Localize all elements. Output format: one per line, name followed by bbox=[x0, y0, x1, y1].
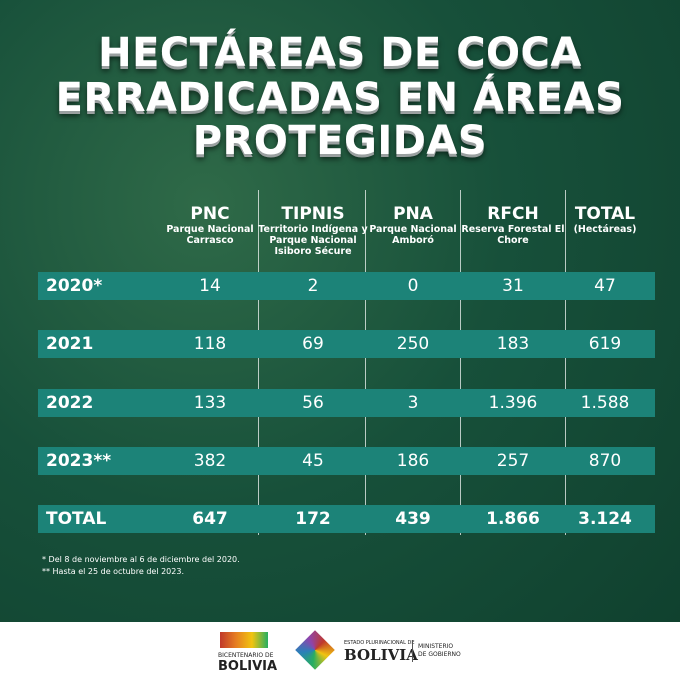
cell-value: 0 bbox=[407, 276, 419, 296]
column-header: RFCH Reserva Forestal El Chore bbox=[458, 204, 568, 246]
cell-value: 56 bbox=[302, 393, 324, 413]
row-label: 2021 bbox=[46, 334, 94, 354]
table-row: 2020* 14 2 0 31 47 bbox=[38, 272, 655, 300]
divider bbox=[412, 640, 413, 662]
column-full-name: (Hectáreas) bbox=[573, 224, 637, 235]
table-row: 2022 133 56 3 1.396 1.588 bbox=[38, 389, 655, 417]
table-row: 2021 118 69 250 183 619 bbox=[38, 330, 655, 358]
column-divider bbox=[258, 190, 259, 535]
title-line: ERRADICADAS EN ÁREAS bbox=[55, 75, 625, 121]
cell-value: 14 bbox=[199, 276, 221, 296]
footer-text: DE GOBIERNO bbox=[418, 651, 461, 658]
column-abbr: TOTAL bbox=[574, 204, 636, 224]
cell-value: 250 bbox=[396, 334, 430, 354]
footer: BICENTENARIO DE BOLIVIA ESTADO PLURINACI… bbox=[0, 622, 680, 680]
column-full-name: Parque Nacional Carrasco bbox=[166, 224, 254, 246]
footer-text: MINISTERIO bbox=[418, 643, 454, 650]
footnote: * Del 8 de noviembre al 6 de diciembre d… bbox=[42, 555, 240, 564]
footer-text: BOLIVIA bbox=[218, 659, 278, 674]
cell-value: 647 bbox=[192, 509, 228, 529]
row-label: 2023** bbox=[46, 451, 112, 471]
footer-text: ESTADO PLURINACIONAL DE bbox=[344, 640, 415, 646]
column-abbr: PNA bbox=[393, 204, 433, 224]
cell-value: 2 bbox=[307, 276, 319, 296]
cell-value: 118 bbox=[193, 334, 227, 354]
column-full-name: Parque Nacional Amboró bbox=[369, 224, 457, 246]
logo bbox=[295, 630, 335, 670]
column-divider bbox=[565, 190, 566, 535]
cell-value: 3 bbox=[407, 393, 419, 413]
column-header: TIPNIS Territorio Indígena y Parque Nacio… bbox=[258, 204, 368, 257]
footnote: ** Hasta el 25 de octubre del 2023. bbox=[42, 567, 184, 576]
title-line: HECTÁREAS DE COCA bbox=[98, 30, 582, 76]
title-line: PROTEGIDAS bbox=[192, 118, 488, 164]
cell-value: 183 bbox=[496, 334, 530, 354]
column-abbr: TIPNIS bbox=[281, 204, 345, 224]
cell-value: 619 bbox=[588, 334, 622, 354]
column-full-name: Reserva Forestal El Chore bbox=[461, 224, 565, 246]
logo bbox=[220, 632, 268, 648]
cell-value: 1.866 bbox=[486, 509, 540, 529]
table-row: TOTAL 647 172 439 1.866 3.124 bbox=[38, 505, 655, 533]
column-divider bbox=[365, 190, 366, 535]
cell-value: 45 bbox=[302, 451, 324, 471]
footer-text: BICENTENARIO DE bbox=[218, 652, 274, 659]
cell-value: 31 bbox=[502, 276, 524, 296]
column-abbr: RFCH bbox=[487, 204, 539, 224]
cell-value: 133 bbox=[193, 393, 227, 413]
column-header: PNC Parque Nacional Carrasco bbox=[155, 204, 265, 246]
cell-value: 1.396 bbox=[488, 393, 538, 413]
row-label: TOTAL bbox=[46, 509, 107, 529]
column-abbr: PNC bbox=[190, 204, 230, 224]
cell-value: 870 bbox=[588, 451, 622, 471]
column-header: TOTAL (Hectáreas) bbox=[550, 204, 660, 235]
footer-text: BOLIVIA bbox=[344, 646, 418, 664]
cell-value: 439 bbox=[395, 509, 431, 529]
column-full-name: Territorio Indígena y Parque Nacional Is… bbox=[258, 224, 368, 257]
row-label: 2020* bbox=[46, 276, 103, 296]
row-label: 2022 bbox=[46, 393, 94, 413]
cell-value: 382 bbox=[193, 451, 227, 471]
cell-value: 47 bbox=[594, 276, 616, 296]
cell-value: 3.124 bbox=[578, 509, 632, 529]
table-row: 2023** 382 45 186 257 870 bbox=[38, 447, 655, 475]
column-divider bbox=[460, 190, 461, 535]
cell-value: 186 bbox=[396, 451, 430, 471]
column-header: PNA Parque Nacional Amboró bbox=[358, 204, 468, 246]
cell-value: 69 bbox=[302, 334, 324, 354]
cell-value: 257 bbox=[496, 451, 530, 471]
cell-value: 1.588 bbox=[580, 393, 630, 413]
cell-value: 172 bbox=[295, 509, 331, 529]
